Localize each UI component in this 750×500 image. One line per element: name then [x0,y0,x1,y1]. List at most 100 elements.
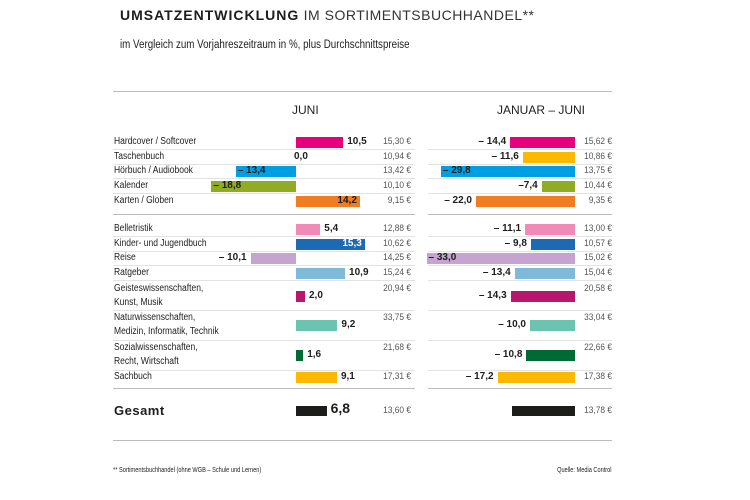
bottom-rule [113,440,612,441]
bar-juni [296,291,305,302]
category-label: Kinder- und Jugendbuch [114,238,207,249]
row-divider [113,251,415,252]
bar-juni [250,253,296,264]
value-label: – 11,1 [493,223,522,234]
row-divider [113,149,415,150]
value-label: 1,6 [307,349,322,360]
value-label: – 10,1 [218,252,247,263]
row-divider [428,236,612,237]
category-label: Sachbuch [114,371,152,382]
price-juni: 9,15 € [387,195,411,206]
category-label: Karten / Globen [114,195,174,206]
title-bold: UMSATZENTWICKLUNG [120,7,300,23]
bar-juni [296,268,346,279]
bar-januar-juni [530,320,575,331]
category-label: Hörbuch / Audiobook [114,165,193,176]
top-rule [113,91,612,92]
category-label: Taschenbuch [114,151,165,162]
value-label: – 29,8 [442,165,471,176]
source: Quelle: Media Control [557,465,612,474]
row-divider [113,193,415,194]
category-label: Geisteswissenschaften, Kunst, Musik [114,283,204,308]
value-label: – 13,4 [237,165,266,176]
row-divider [428,149,612,150]
value-label: – 14,4 [478,136,507,147]
row-divider [113,236,415,237]
price-januar-juni: 10,44 € [584,180,612,191]
chart-subtitle: im Vergleich zum Vorjahreszeitraum in %,… [120,39,410,51]
bar-juni [296,350,304,361]
row-divider [113,310,415,311]
price-juni: 17,31 € [383,371,411,382]
price-januar-juni: 10,86 € [584,151,612,162]
price-juni: 15,24 € [383,267,411,278]
value-label: – 18,8 [213,180,242,191]
value-label: – 10,8 [494,349,523,360]
value-label: –7,4 [518,180,538,191]
row-divider [428,265,612,266]
value-label: 6,8 [330,400,351,416]
price-juni: 33,75 € [383,312,411,323]
value-label: 5,4 [324,223,339,234]
row-divider [428,310,612,311]
price-juni: 13,42 € [383,165,411,176]
price-januar-juni: 9,35 € [588,195,612,206]
value-label: 2,0 [309,290,323,301]
price-juni: 14,25 € [383,252,411,263]
row-divider [428,178,612,179]
price-juni: 13,60 € [383,405,411,416]
price-januar-juni: 13,00 € [584,223,612,234]
bar-juni [296,320,338,331]
bar-juni [211,181,296,192]
row-divider [113,265,415,266]
category-label: Reise [114,252,136,263]
bar-januar-juni [426,253,575,264]
price-juni: 21,68 € [383,342,411,353]
bar-januar-juni [510,137,575,148]
value-label: 9,2 [341,319,356,330]
price-januar-juni: 20,58 € [584,283,612,294]
category-label: Gesamt [114,403,165,418]
value-label: – 17,2 [465,371,494,382]
bar-januar-juni [514,268,575,279]
value-label: 0,0 [294,151,308,162]
category-label: Sozialwissenschaften, Recht, Wirtschaft [114,342,198,367]
value-label: 14,2 [337,195,357,206]
row-divider [113,340,415,341]
bar-januar-juni [526,350,575,361]
row-divider [428,370,612,371]
row-divider [428,280,612,281]
category-label: Ratgeber [114,267,149,278]
value-label: – 13,4 [482,267,511,278]
price-juni: 10,10 € [383,180,411,191]
category-label: Belletristik [114,223,153,234]
price-juni: 10,62 € [383,238,411,249]
bar-januar-juni [530,239,575,250]
row-divider [113,178,415,179]
value-label: 15,3 [342,238,362,249]
bar-juni [296,372,337,383]
bar-januar-juni [510,291,575,302]
price-januar-juni: 15,04 € [584,267,612,278]
bar-januar-juni [541,181,575,192]
value-label: – 22,0 [444,195,472,206]
bar-juni [296,239,365,250]
price-januar-juni: 17,38 € [584,371,612,382]
bar-juni [235,166,296,177]
value-label: 9,1 [340,371,355,382]
row-divider [113,280,415,281]
value-label: 10,9 [349,267,369,278]
row-divider [113,370,415,371]
bar-januar-juni [525,224,575,235]
group-divider [428,214,612,215]
group-divider [113,214,415,215]
price-juni: 15,30 € [383,136,411,147]
panel-header-januar-juni: JANUAR – JUNI [497,103,586,117]
group-divider [113,388,415,389]
price-januar-juni: 15,62 € [584,136,612,147]
bar-juni [296,137,344,148]
value-label: 10,5 [347,136,367,147]
price-juni: 12,88 € [383,223,411,234]
bar-januar-juni [511,406,575,416]
value-label: – 9,8 [504,238,527,249]
